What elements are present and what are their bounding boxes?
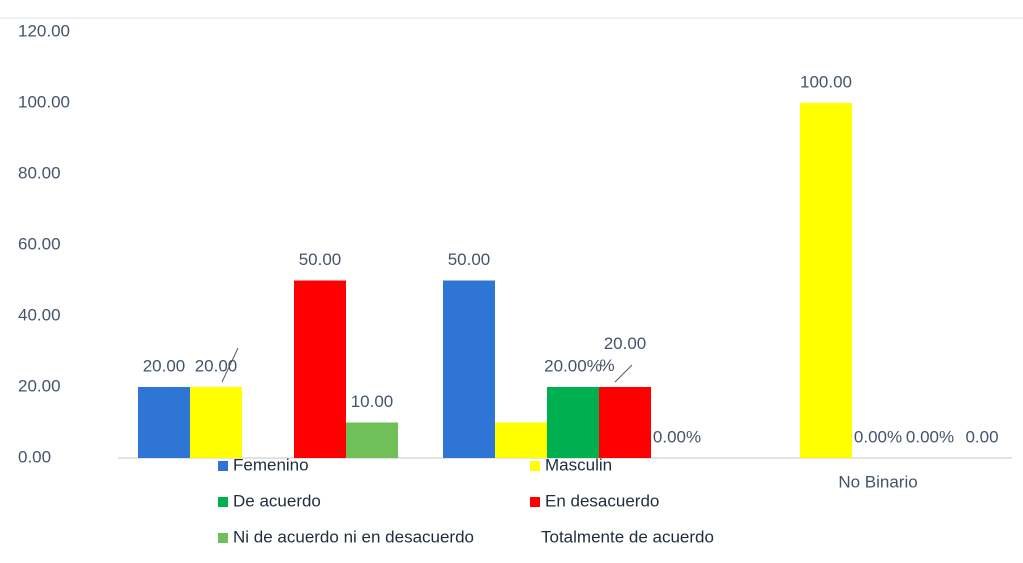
y-tick-label: 0.00	[18, 447, 51, 466]
bar	[138, 387, 190, 458]
data-label: 20.00	[143, 356, 186, 375]
legend-swatch	[530, 461, 540, 471]
legend-label: Ni de acuerdo ni en desacuerdo	[233, 527, 474, 546]
data-label: 50.00	[448, 250, 491, 269]
bar	[190, 387, 242, 458]
legend-label: Totalmente de acuerdo	[541, 527, 714, 546]
legend-label: En desacuerdo	[545, 491, 659, 510]
y-tick-label: 120.00	[18, 21, 70, 40]
bar	[443, 280, 495, 458]
data-label: 10.00	[351, 392, 394, 411]
bar	[294, 280, 346, 458]
data-label: 20.00%	[599, 334, 646, 375]
leader-line	[221, 347, 239, 383]
legend-swatch	[530, 497, 540, 507]
data-label: 50.00	[299, 250, 342, 269]
data-label: 20.00%	[544, 356, 602, 375]
data-label: 0.00	[965, 427, 998, 446]
legend-label: Masculin	[545, 455, 612, 474]
legend-label: Femenino	[233, 455, 309, 474]
y-tick-label: 60.00	[18, 234, 61, 253]
data-label: 100.00	[800, 72, 852, 91]
bar	[599, 387, 651, 458]
data-label: 0.00%	[906, 427, 954, 446]
data-label: 0.00%	[854, 427, 902, 446]
data-label: 0.00%	[653, 427, 701, 446]
y-tick-label: 40.00	[18, 305, 61, 324]
bar	[495, 422, 547, 458]
x-tick-label: No Binario	[838, 472, 917, 491]
legend-swatch	[218, 497, 228, 507]
bar	[346, 422, 398, 458]
bar	[800, 103, 852, 458]
legend-swatch	[218, 533, 228, 543]
data-label: 20.00	[195, 356, 238, 375]
bar	[547, 387, 599, 458]
y-tick-label: 20.00	[18, 376, 61, 395]
y-tick-label: 100.00	[18, 92, 70, 111]
legend-swatch	[218, 461, 228, 471]
leader-line	[614, 364, 633, 383]
y-tick-label: 80.00	[18, 163, 61, 182]
legend-label: De acuerdo	[233, 491, 321, 510]
